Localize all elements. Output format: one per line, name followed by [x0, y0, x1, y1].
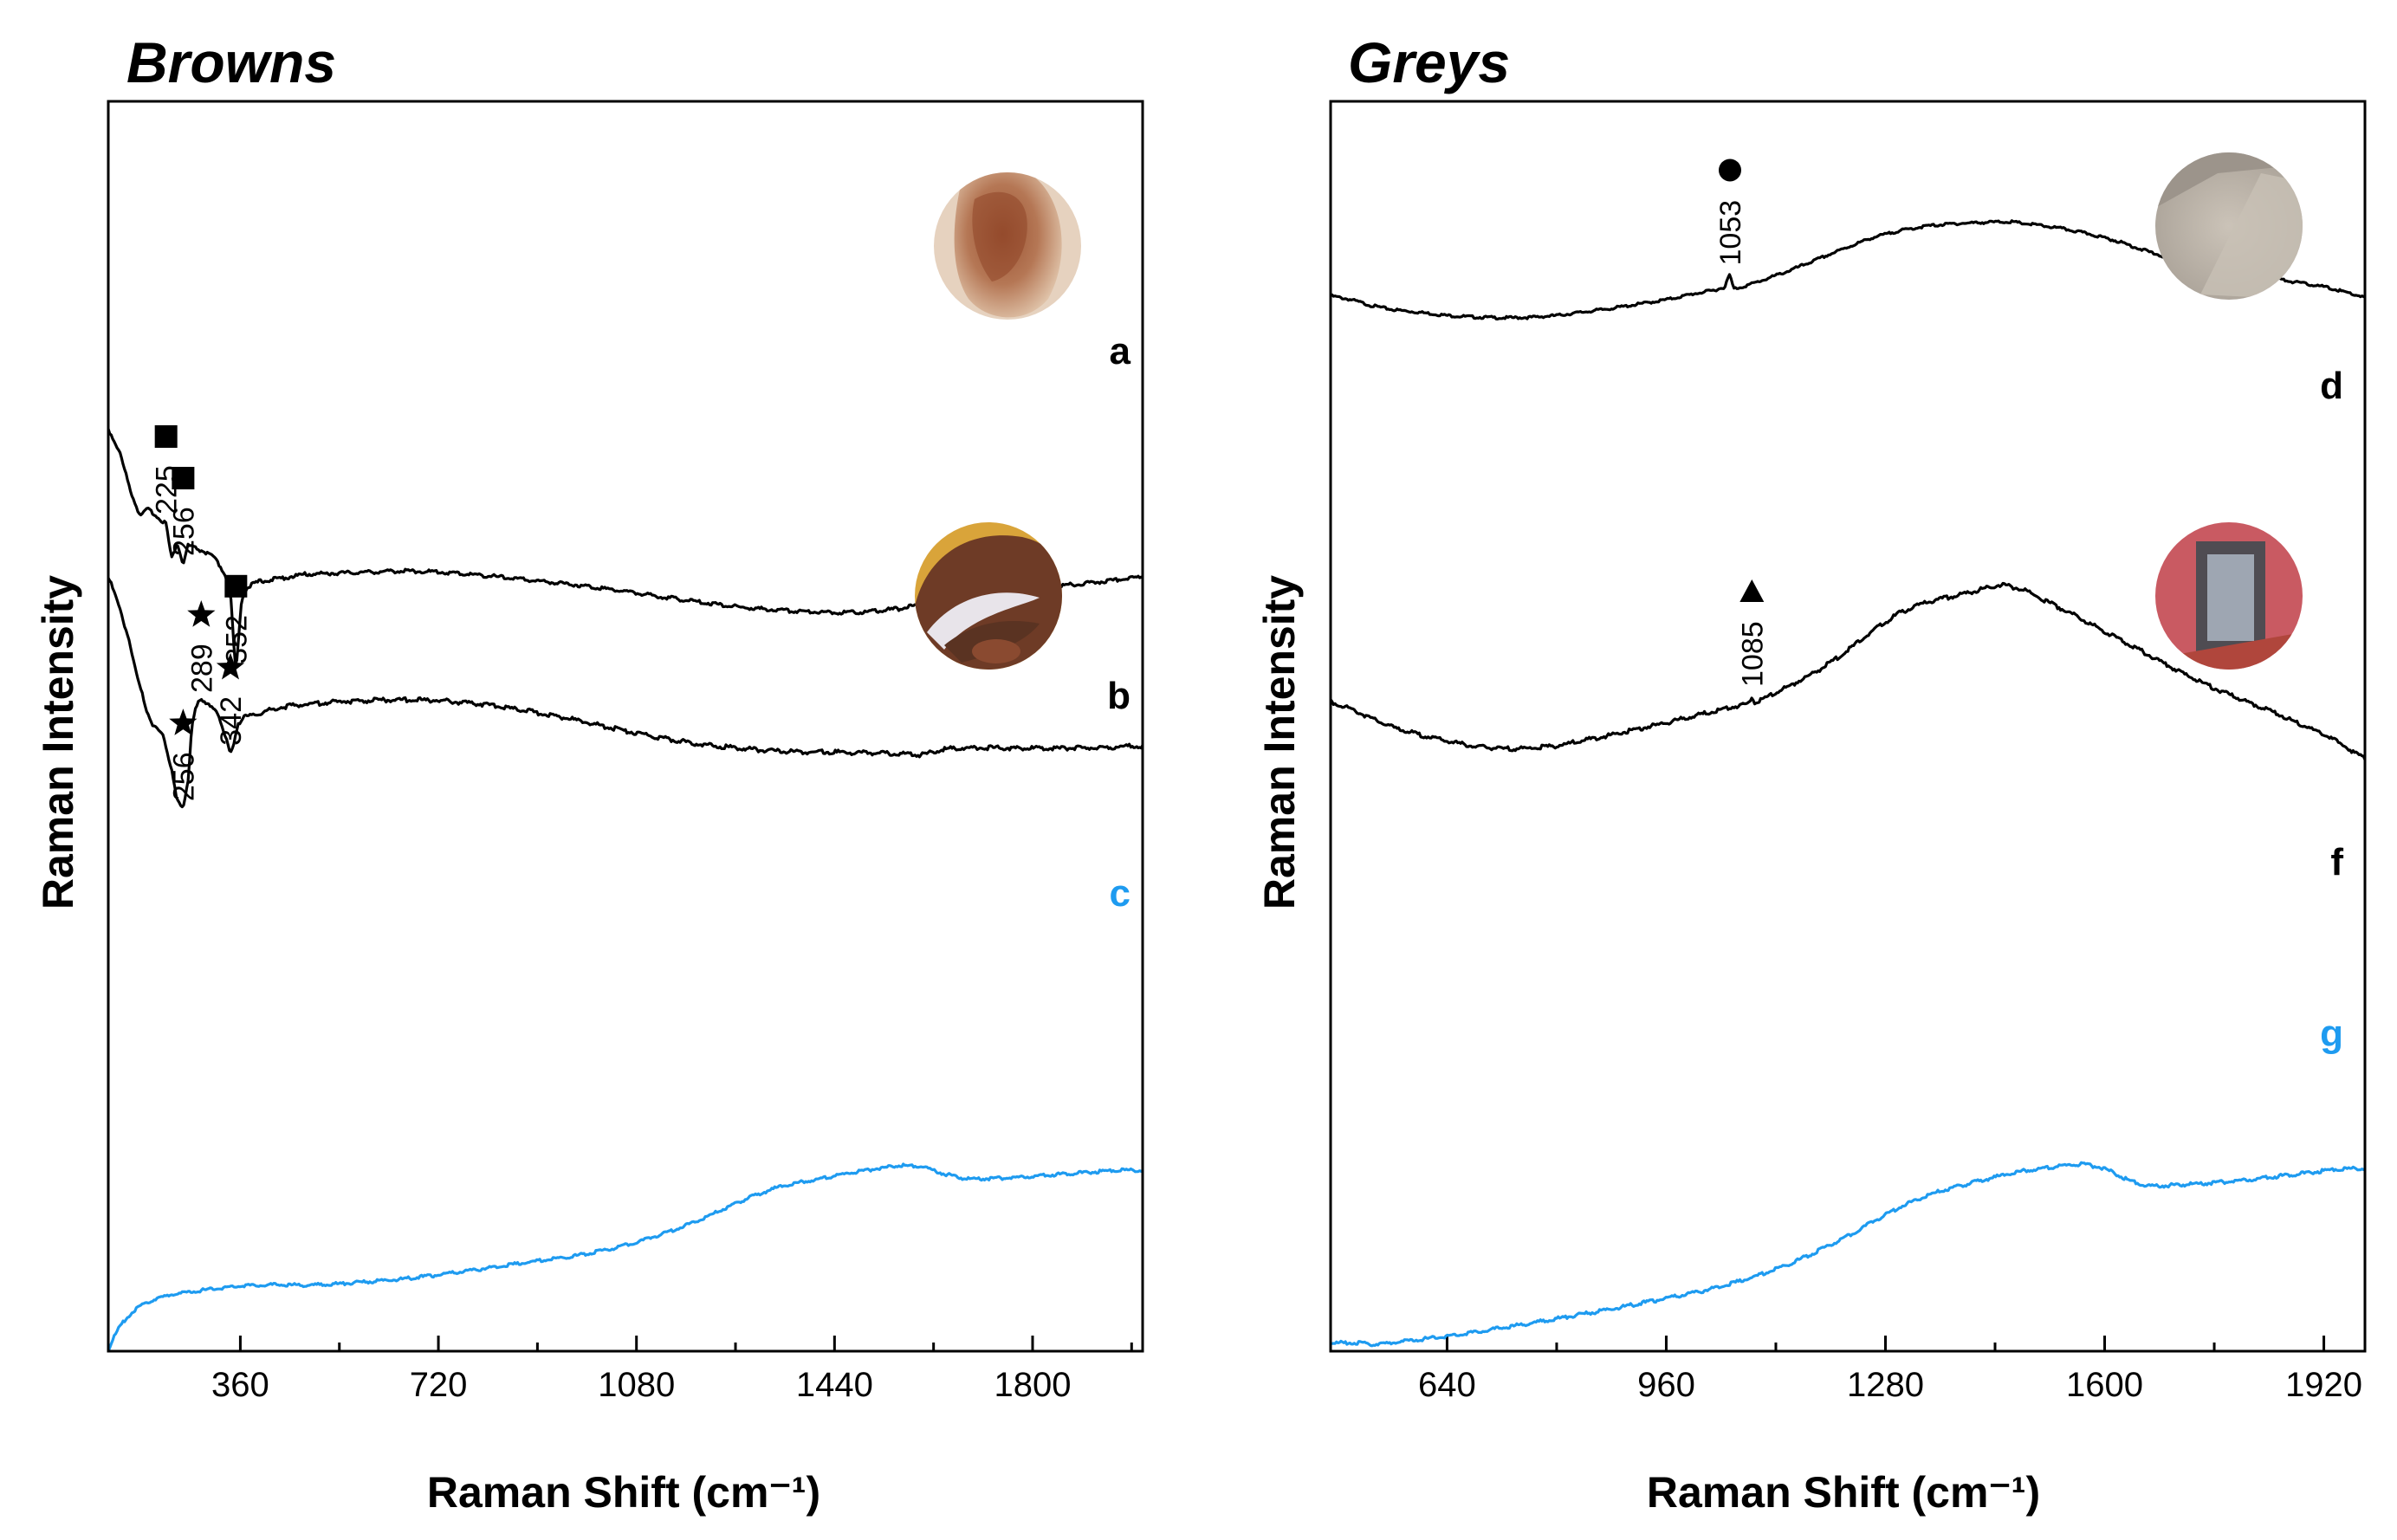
x-ticks-browns: 360 720 1080 1440 1800 — [211, 1336, 1133, 1404]
spectrum-line-g — [1331, 1161, 2366, 1348]
panel-title-greys: Greys — [1348, 30, 1510, 94]
x-ticks-greys: 640 960 1280 1600 1920 — [1418, 1336, 2362, 1404]
x-tick-label: 720 — [410, 1366, 468, 1404]
x-tick-label: 1440 — [796, 1366, 873, 1404]
peak-marker-square — [154, 425, 178, 448]
x-tick-label: 640 — [1418, 1366, 1476, 1404]
x-tick-label: 960 — [1637, 1366, 1695, 1404]
x-axis-title-browns: Raman Shift (cm⁻¹) — [427, 1468, 820, 1517]
series-group-browns: a b c — [107, 330, 1144, 1352]
x-tick-label: 1280 — [1847, 1366, 1924, 1404]
peak-marker-circle — [1718, 159, 1741, 182]
plot-frame-browns — [107, 100, 1144, 1353]
x-tick-label: 1920 — [2285, 1366, 2362, 1404]
peak-label-1085: 1085 — [1736, 621, 1769, 687]
peak-label-256: 256 — [167, 507, 200, 556]
peak-label-1053: 1053 — [1714, 200, 1747, 266]
peak-label-289: 289 — [185, 644, 218, 693]
spectrum-line-b — [107, 577, 1144, 809]
sample-inset-b — [915, 522, 1062, 670]
series-group-greys: d f g — [1329, 219, 2367, 1348]
x-tick-label: 1600 — [2066, 1366, 2143, 1404]
peak-marker-star — [169, 709, 198, 735]
peak-marker-square — [224, 574, 248, 598]
peak-label-352: 352 — [220, 615, 253, 664]
plot-frame-greys — [1329, 100, 2367, 1353]
y-axis-title-greys: Raman Intensity — [1255, 575, 1304, 909]
x-axis-title-greys: Raman Shift (cm⁻¹) — [1647, 1468, 2040, 1517]
peak-marker-star — [216, 652, 245, 680]
sample-inset-f — [2155, 522, 2303, 670]
spectrum-line-f — [1329, 581, 2367, 760]
x-tick-label: 360 — [211, 1366, 269, 1404]
panel-browns: Browns Raman Intensity Raman Shift (cm⁻¹… — [34, 30, 1144, 1517]
peak-label-256: 256 — [167, 752, 200, 801]
peak-marker-star — [187, 600, 216, 627]
peak-marker-square — [172, 467, 195, 489]
sample-inset-d — [2155, 152, 2303, 300]
series-label-c: c — [1110, 872, 1130, 915]
x-tick-label: 1800 — [994, 1366, 1071, 1404]
sample-inset-a — [934, 172, 1081, 320]
spectrum-line-c — [107, 1162, 1143, 1352]
peak-marker-triangle — [1739, 579, 1765, 602]
series-label-a: a — [1110, 330, 1131, 372]
series-label-b: b — [1107, 675, 1130, 717]
series-label-f: f — [2330, 841, 2343, 883]
x-tick-label: 1080 — [598, 1366, 675, 1404]
y-axis-title-browns: Raman Intensity — [34, 575, 82, 909]
panel-greys: Greys Raman Intensity Raman Shift (cm⁻¹)… — [1255, 30, 2367, 1517]
peak-annotations-greys: 1053 1085 — [1714, 159, 1769, 687]
series-label-d: d — [2320, 365, 2343, 407]
peak-label-342: 342 — [215, 696, 248, 746]
series-label-g: g — [2320, 1013, 2343, 1055]
panel-title-browns: Browns — [126, 30, 336, 94]
